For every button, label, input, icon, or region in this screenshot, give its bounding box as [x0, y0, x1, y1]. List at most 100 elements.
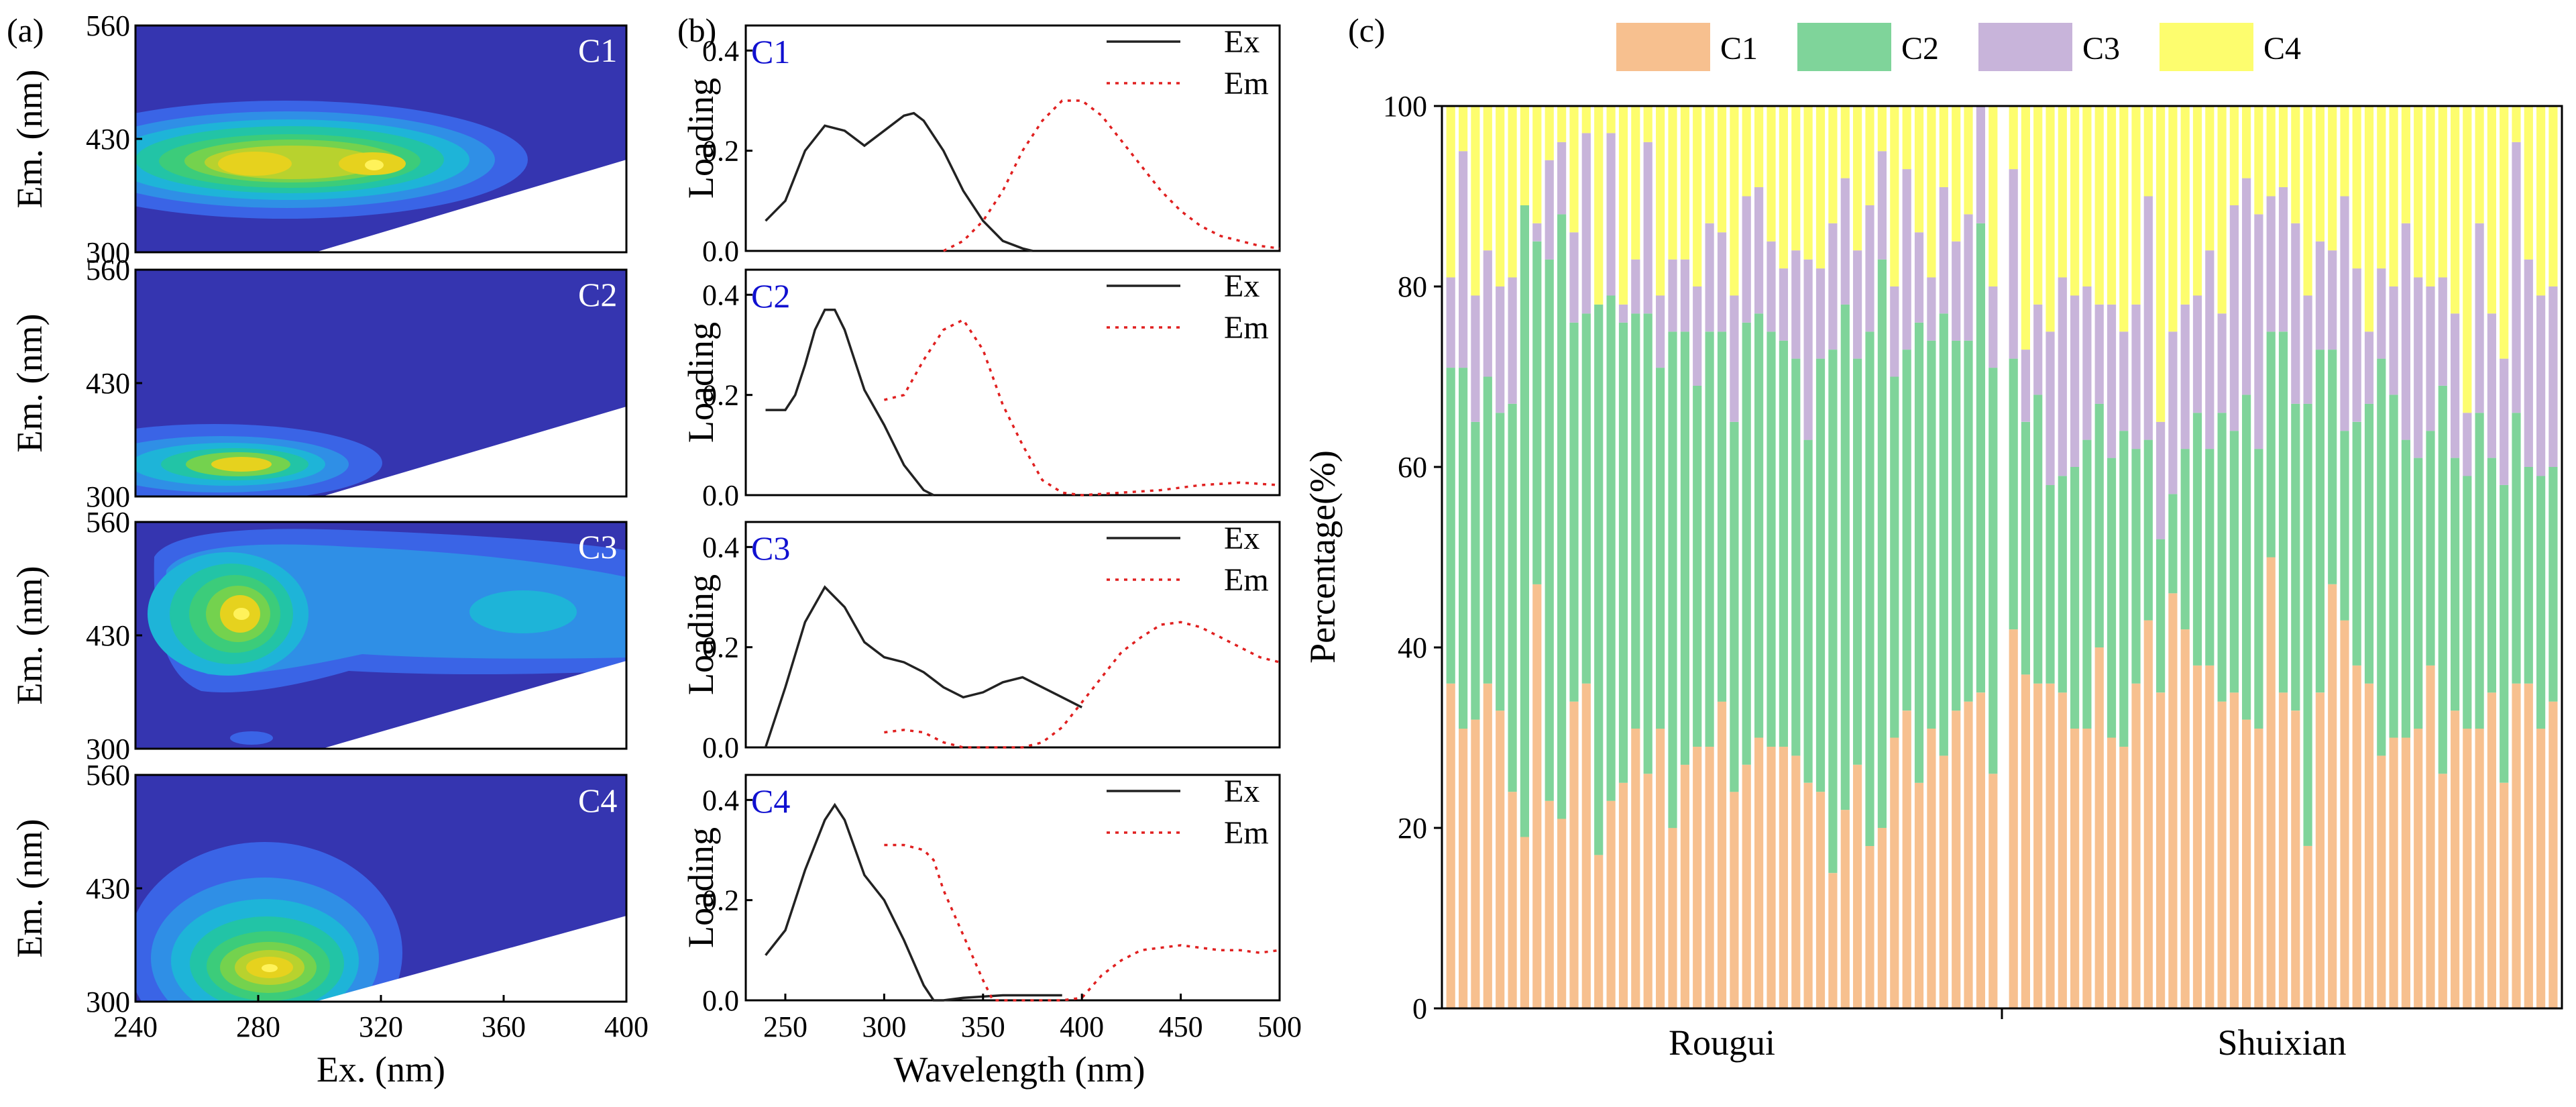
- bar-segment-c2: [1902, 350, 1911, 711]
- bar-segment-c4: [1717, 106, 1727, 233]
- bar-segment-c2: [1742, 322, 1751, 765]
- x-tick-label: 240: [113, 1010, 158, 1043]
- bar-segment-c3: [2401, 223, 2410, 440]
- bar-segment-c3: [1483, 250, 1492, 377]
- bar-segment-c4: [1890, 106, 1899, 286]
- bar-segment-c2: [1483, 376, 1492, 684]
- bar-segment-c2: [2303, 403, 2312, 846]
- bar-segment-c3: [1803, 259, 1813, 440]
- bar-segment-c3: [2046, 331, 2055, 485]
- panel-c-bars: [1446, 106, 2558, 1009]
- bar-segment-c3: [2009, 169, 2018, 359]
- bar-segment-c4: [1767, 106, 1776, 242]
- bar-segment-c2: [1569, 322, 1579, 702]
- bar-segment-c2: [2266, 331, 2276, 558]
- x-tick-label: 320: [359, 1010, 403, 1043]
- bar-segment-c2: [1693, 386, 1702, 747]
- y-tick-label: 0.4: [702, 34, 739, 67]
- bar-segment-c1: [1693, 747, 1702, 1008]
- ex-series-line: [765, 802, 1062, 1002]
- bar-segment-c2: [1890, 376, 1899, 738]
- bar-segment-c2: [1705, 331, 1714, 747]
- bar-segment-c1: [2315, 692, 2325, 1009]
- component-label: C3: [751, 529, 790, 567]
- bar-segment-c2: [2168, 494, 2178, 594]
- bar-segment-c1: [1557, 819, 1567, 1008]
- bar-segment-c4: [2438, 106, 2447, 278]
- panel-c-group-labels: Rougui Shuixian: [1669, 1008, 2347, 1063]
- bar-segment-c1: [1545, 800, 1554, 1008]
- y-tick-label: 0.2: [702, 379, 739, 412]
- bar-segment-c4: [2328, 106, 2337, 251]
- bar-segment-c1: [1989, 774, 1998, 1008]
- panel-a-x-ticks: 240 280 320 360 400: [113, 995, 649, 1043]
- bar-segment-c1: [2377, 755, 2386, 1008]
- bar-segment-c4: [2192, 106, 2202, 296]
- plot-frame: [744, 774, 1281, 1002]
- legend-ex-label: Ex: [1224, 774, 1259, 809]
- bar-segment-c3: [2389, 286, 2398, 395]
- bar-segment-c4: [1939, 106, 1948, 187]
- bar-segment-c4: [2451, 106, 2460, 314]
- panel-b-letter: (b): [677, 11, 716, 49]
- plot-frame: [744, 24, 1281, 252]
- bar-segment-c2: [1927, 340, 1936, 729]
- bar-segment-c4: [1877, 106, 1887, 152]
- bar-segment-c2: [1631, 313, 1640, 729]
- bar-segment-c1: [1520, 837, 1529, 1008]
- bar-segment-c4: [1680, 106, 1689, 260]
- bar-segment-c3: [1668, 259, 1677, 332]
- component-label-c3: C3: [578, 528, 617, 566]
- bar-segment-c4: [2352, 106, 2361, 269]
- y-axis-label: Loading: [681, 322, 721, 443]
- bar-segment-c3: [2119, 331, 2129, 431]
- component-label: C2: [751, 277, 790, 315]
- bar-segment-c3: [1618, 304, 1628, 323]
- bar-segment-c1: [2401, 737, 2410, 1008]
- bar-segment-c2: [2046, 484, 2055, 684]
- em-series-line: [884, 843, 1280, 1002]
- bar-segment-c4: [1557, 106, 1567, 142]
- bar-segment-c2: [1643, 313, 1653, 774]
- bar-segment-c1: [1606, 800, 1616, 1008]
- bar-segment-c4: [1964, 106, 1973, 215]
- plot-frame: [744, 268, 1281, 496]
- bar-segment-c4: [1952, 106, 1961, 242]
- bar-segment-c4: [1569, 106, 1579, 233]
- bar-segment-c4: [2119, 106, 2129, 332]
- bar-segment-c3: [1976, 106, 1985, 223]
- bar-segment-c1: [1459, 729, 1468, 1008]
- bar-segment-c2: [2021, 421, 2030, 675]
- panel-a: (a) C1: [7, 9, 649, 1090]
- em-series-line: [884, 621, 1280, 749]
- bar-segment-c3: [1508, 277, 1517, 404]
- bar-segment-c4: [2401, 106, 2410, 223]
- bar-segment-c1: [1803, 782, 1813, 1009]
- bar-segment-c3: [1532, 223, 1542, 242]
- bar-segment-c3: [2303, 295, 2312, 404]
- bar-segment-c2: [1618, 322, 1628, 783]
- legend-label-c2: C2: [1901, 31, 1939, 66]
- bar-segment-c4: [2291, 106, 2300, 223]
- group-label: Shuixian: [2217, 1022, 2346, 1063]
- y-tick-label: 430: [86, 619, 130, 652]
- bar-segment-c4: [2131, 106, 2141, 305]
- bar-segment-c4: [1828, 106, 1838, 223]
- bar-segment-c2: [2143, 439, 2153, 621]
- panel-b-plots: 0.4 0.2 0.0 Loading C1 Ex Em 0.4 0.2 0.0 Loading C2…: [681, 24, 1281, 1017]
- bar-segment-c2: [2414, 458, 2423, 729]
- bar-segment-c2: [1877, 259, 1887, 828]
- bar-segment-c1: [1496, 710, 1505, 1008]
- bar-segment-c2: [1767, 331, 1776, 747]
- bar-segment-c2: [2315, 350, 2325, 693]
- bar-segment-c3: [1989, 286, 1998, 368]
- bar-segment-c3: [2426, 286, 2435, 431]
- bar-segment-c2: [2426, 431, 2435, 666]
- bar-segment-c1: [1939, 755, 1948, 1008]
- bar-segment-c1: [2463, 729, 2472, 1008]
- bar-segment-c4: [2229, 106, 2239, 205]
- bar-segment-c2: [2512, 413, 2521, 684]
- bar-segment-c1: [2266, 557, 2276, 1008]
- bar-segment-c4: [1865, 106, 1874, 205]
- bar-segment-c1: [2340, 620, 2349, 1008]
